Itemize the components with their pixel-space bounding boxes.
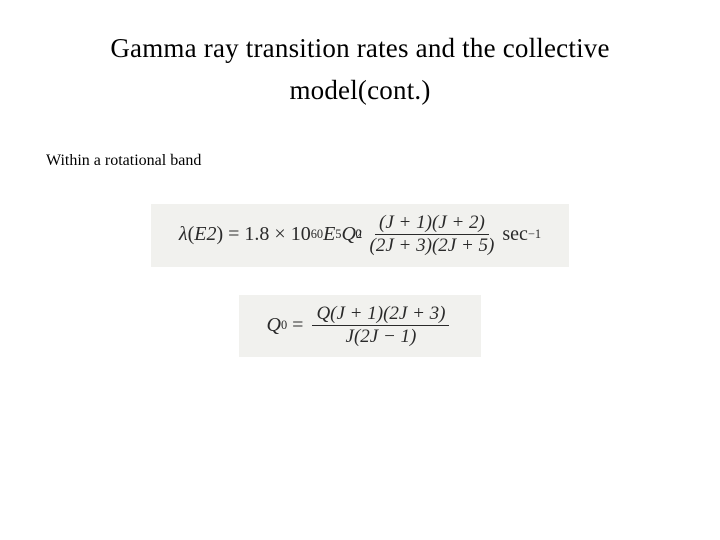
slide-title: Gamma ray transition rates and the colle…: [40, 28, 680, 112]
eq1-const: 1.8: [244, 224, 269, 244]
eq1-unit-base: sec: [502, 224, 528, 244]
eq1-lhs-symbol: λ: [179, 224, 188, 244]
equation-q0: Q0 = Q(J + 1)(2J + 3) J(2J − 1): [239, 295, 482, 358]
title-line-1: Gamma ray transition rates and the colle…: [110, 33, 609, 63]
title-line-2: model(cont.): [289, 75, 430, 105]
eq1-E: E: [323, 224, 335, 244]
eq1-equals: =: [228, 224, 239, 244]
equation-lambda-e2: λ(E2) = 1.8 × 1060E5Q20 (J + 1)(J + 2) (…: [151, 204, 569, 267]
eq2-frac-num: Q(J + 1)(2J + 3): [312, 303, 449, 326]
eq1-frac-num: (J + 1)(J + 2): [375, 212, 489, 235]
eq1-Q: Q: [342, 224, 356, 244]
eq1-lhs-arg: E2: [194, 224, 216, 244]
eq2-frac-den: J(2J − 1): [342, 326, 421, 348]
subheading: Within a rotational band: [46, 152, 680, 170]
equations-area: λ(E2) = 1.8 × 1060E5Q20 (J + 1)(J + 2) (…: [40, 204, 680, 358]
eq1-frac-den: (2J + 3)(2J + 5): [366, 235, 499, 257]
eq1-times: ×: [274, 224, 285, 244]
eq2-equals: =: [292, 315, 303, 335]
slide: Gamma ray transition rates and the colle…: [0, 0, 720, 540]
eq2-fraction: Q(J + 1)(2J + 3) J(2J − 1): [312, 303, 449, 348]
eq2-lhs-sym: Q: [267, 315, 281, 335]
eq1-fraction: (J + 1)(J + 2) (2J + 3)(2J + 5): [366, 212, 499, 257]
